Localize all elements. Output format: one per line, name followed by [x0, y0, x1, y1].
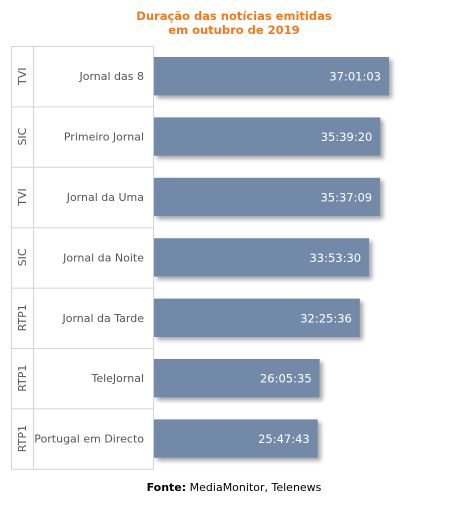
value-label: 35:39:20: [321, 130, 373, 144]
category-panel-border: [11, 46, 154, 470]
value-label: 26:05:35: [260, 372, 312, 386]
bar: [154, 177, 381, 217]
source-label: Fonte:: [146, 481, 187, 494]
bar: [154, 117, 381, 156]
value-label: 32:25:36: [300, 311, 352, 325]
bar: [154, 419, 318, 458]
source-text: MediaMonitor, Telenews: [189, 481, 322, 494]
channel-label: SIC: [16, 248, 29, 266]
program-label: Jornal da Tarde: [61, 312, 144, 325]
program-label: Jornal da Noite: [62, 251, 144, 264]
program-label: Jornal da Uma: [66, 191, 144, 204]
channel-label: RTP1: [16, 304, 29, 331]
chart-title-line-1: Duração das notícias emitidas: [136, 9, 332, 23]
channel-label: TVI: [16, 188, 29, 207]
value-label: 25:47:43: [258, 432, 310, 446]
bar: [154, 359, 320, 398]
value-label: 35:37:09: [320, 191, 372, 205]
channel-label: RTP1: [16, 425, 29, 452]
channel-label: TVI: [16, 67, 29, 86]
bar: [154, 298, 360, 337]
program-label: Portugal em Directo: [34, 433, 144, 446]
program-label: TeleJornal: [90, 372, 144, 385]
bars-layer: 37:01:03 35:39:20 35:37:09 33:53:30 32:25:36…: [154, 57, 389, 458]
channel-label: RTP1: [16, 365, 29, 392]
value-label: 37:01:03: [329, 70, 381, 84]
bar: [154, 57, 389, 96]
chart-title-line-2: em outubro de 2019: [168, 23, 300, 37]
bar: [154, 238, 370, 277]
program-label: Primeiro Jornal: [64, 131, 144, 144]
chart-title: Duração das notícias emitidas em outubro…: [0, 9, 468, 37]
category-panel: TVI Jornal das 8 SIC Primeiro Jornal TVI Jorn…: [11, 46, 154, 470]
program-label: Jornal das 8: [78, 70, 144, 83]
channel-label: SIC: [16, 127, 29, 145]
source-note: Fonte: MediaMonitor, Telenews: [0, 481, 468, 494]
value-label: 33:53:30: [309, 251, 361, 265]
